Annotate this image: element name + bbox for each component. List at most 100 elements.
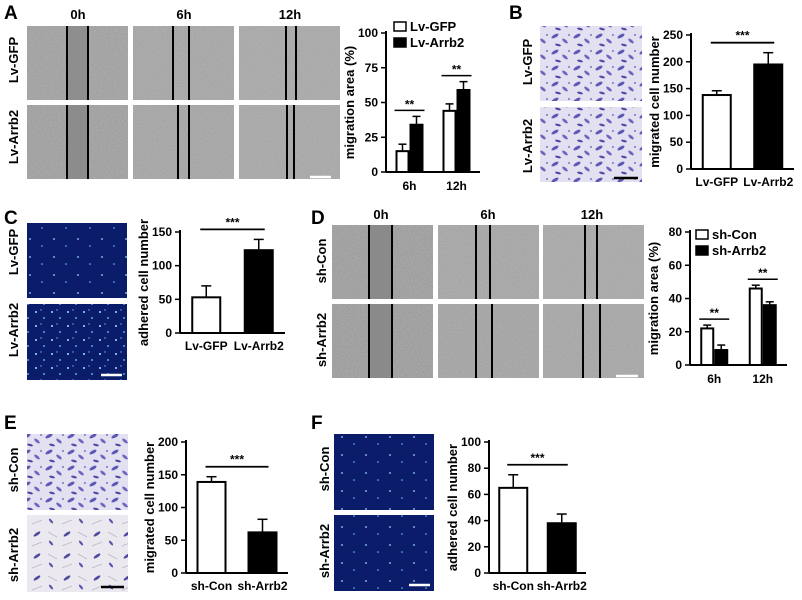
b-sig-label: *** [735, 29, 749, 43]
f-image-arrb2 [334, 515, 434, 591]
d-xtick-label: 6h [707, 372, 721, 386]
chart-d: 0 20 40 60 80 migration area (%) ** 6h ** 12h sh-C… [646, 225, 787, 386]
d-bar-sh-Arrb2-6h [714, 349, 729, 367]
f-xtick-label: sh-Arrb2 [537, 579, 587, 593]
b-image-arrb2 [540, 107, 642, 182]
c-image-arrb2 [27, 304, 127, 380]
d-legend-label: sh-Arrb2 [712, 243, 766, 258]
e-ytick-label: 200 [158, 435, 178, 449]
a-header-0h: 0h [70, 7, 85, 22]
a-legend-swatch [393, 37, 407, 48]
c-ytick-label: 0 [165, 326, 172, 340]
f-row-label-con: sh-Con [317, 447, 332, 492]
f-row-label-arrb2: sh-Arrb2 [317, 524, 332, 578]
a-ytick-label: 0 [371, 165, 378, 179]
e-bar-sh-Arrb2 [247, 531, 278, 575]
f-ytick-label: 40 [468, 514, 482, 528]
a-bar-Lv-Arrb2-12h [456, 88, 471, 173]
d-legend-label: sh-Con [712, 227, 757, 242]
d-sig-label: ** [758, 266, 768, 280]
a-ytick-label: 100 [358, 26, 378, 40]
f-image-con [334, 434, 434, 510]
e-ytick-label: 0 [171, 566, 178, 580]
a-row-label-arrb2: Lv-Arrb2 [6, 110, 21, 164]
b-ytick-label: 150 [663, 82, 683, 96]
b-image-gfp [540, 26, 642, 101]
b-row-label-arrb2: Lv-Arrb2 [520, 119, 535, 173]
a-ylabel: migration area (%) [342, 46, 357, 159]
a-header-12h: 12h [279, 7, 301, 22]
a-row-label-gfp: Lv-GFP [6, 37, 21, 84]
d-sig-label: ** [710, 306, 720, 320]
d-ytick-label: 80 [669, 225, 683, 239]
a-ytick-label: 25 [365, 130, 379, 144]
e-xtick-label: sh-Arrb2 [237, 579, 287, 593]
c-row-label-arrb2: Lv-Arrb2 [6, 303, 21, 357]
e-row-label-arrb2: sh-Arrb2 [6, 528, 21, 582]
d-ytick-label: 40 [669, 292, 683, 306]
d-row-label-arrb2: sh-Arrb2 [314, 313, 329, 367]
panel-label-c: C [4, 208, 18, 229]
b-ytick-label: 200 [663, 55, 683, 69]
f-ytick-label: 100 [461, 435, 481, 449]
d-xtick-label: 12h [752, 372, 773, 386]
c-image-gfp [27, 223, 127, 298]
c-xtick-label: Lv-Arrb2 [234, 339, 284, 353]
panel-label-d: D [311, 208, 325, 229]
f-bar-sh-Con [498, 486, 529, 575]
a-xtick-label: 12h [446, 179, 467, 193]
a-bar-Lv-Arrb2-6h [409, 123, 424, 173]
b-ytick-label: 250 [663, 28, 683, 42]
d-header-6h: 6h [480, 207, 495, 222]
d-ytick-label: 60 [669, 258, 683, 272]
c-sig-label: *** [225, 215, 239, 229]
panel-label-f: F [311, 413, 323, 434]
a-sig-label: ** [405, 97, 415, 111]
d-header-0h: 0h [373, 207, 388, 222]
b-row-label-gfp: Lv-GFP [520, 39, 535, 86]
e-image-arrb2 [27, 515, 128, 592]
a-legend-swatch [393, 21, 407, 32]
c-ytick-label: 50 [159, 292, 173, 306]
e-ylabel: migrated cell number [142, 442, 157, 573]
d-legend-swatch [695, 229, 709, 240]
f-ytick-label: 60 [468, 487, 482, 501]
e-image-con [27, 434, 128, 510]
a-legend-label: Lv-GFP [410, 19, 457, 34]
d-bar-sh-Con-6h [700, 327, 715, 366]
b-ytick-label: 50 [670, 135, 684, 149]
e-ytick-label: 50 [165, 533, 179, 547]
c-ytick-label: 150 [152, 225, 172, 239]
b-xtick-label: Lv-GFP [695, 175, 738, 189]
f-ylabel: adhered cell number [445, 444, 460, 571]
a-bar-Lv-GFP-12h [442, 109, 457, 173]
f-bar-sh-Arrb2 [546, 522, 577, 574]
e-ytick-label: 150 [158, 468, 178, 482]
f-ytick-label: 20 [468, 540, 482, 554]
a-wound-images [27, 26, 340, 179]
a-sig-label: ** [452, 63, 462, 77]
d-row-label-con: sh-Con [314, 239, 329, 284]
e-row-label-con: sh-Con [6, 448, 21, 493]
a-ytick-label: 50 [365, 96, 379, 110]
d-bar-sh-Arrb2-12h [762, 304, 777, 366]
e-sig-label: *** [230, 453, 244, 467]
b-ytick-label: 0 [676, 162, 683, 176]
c-row-label-gfp: Lv-GFP [6, 229, 21, 276]
c-bar-Lv-Arrb2 [243, 249, 274, 334]
b-ytick-label: 100 [663, 108, 683, 122]
d-ytick-label: 0 [675, 358, 682, 372]
a-ytick-label: 75 [365, 61, 379, 75]
panel-label-b: B [509, 3, 523, 24]
a-bar-Lv-GFP-6h [395, 150, 410, 173]
panel-label-e: E [4, 413, 17, 434]
c-xtick-label: Lv-GFP [185, 339, 228, 353]
b-xtick-label: Lv-Arrb2 [743, 175, 793, 189]
f-sig-label: *** [530, 451, 544, 465]
